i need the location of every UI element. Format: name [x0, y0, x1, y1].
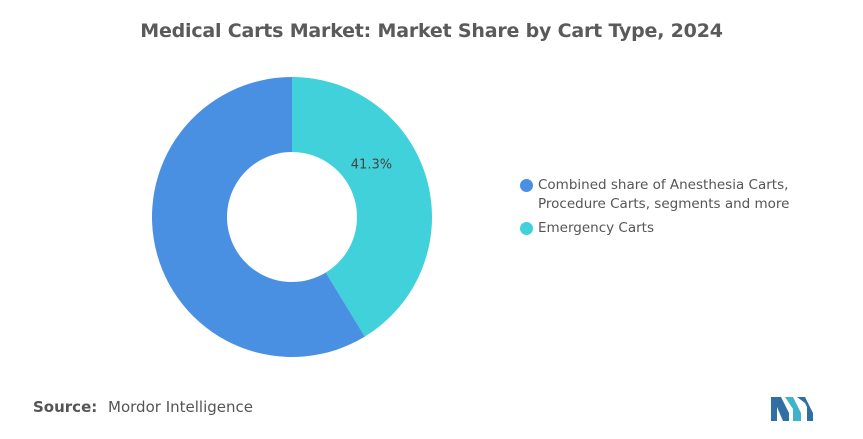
chart-legend: Combined share of Anesthesia Carts, Proc… — [520, 176, 820, 243]
legend-swatch-combined — [520, 179, 533, 192]
legend-item-combined: Combined share of Anesthesia Carts, Proc… — [520, 176, 820, 214]
mordor-intelligence-logo-icon — [771, 397, 813, 421]
source-attribution: Source: Mordor Intelligence — [33, 398, 253, 416]
legend-label-combined: Combined share of Anesthesia Carts, Proc… — [538, 177, 790, 212]
data-label-emergency-carts: 41.3% — [351, 158, 392, 173]
source-label: Source: — [33, 398, 98, 416]
source-value: Mordor Intelligence — [108, 398, 253, 416]
legend-label-emergency: Emergency Carts — [538, 220, 655, 236]
chart-title: Medical Carts Market: Market Share by Ca… — [140, 20, 723, 42]
slice-emergency-carts — [292, 77, 433, 337]
slice-combined-share — [152, 77, 365, 357]
legend-item-emergency: Emergency Carts — [520, 219, 820, 238]
legend-swatch-emergency — [520, 222, 533, 235]
